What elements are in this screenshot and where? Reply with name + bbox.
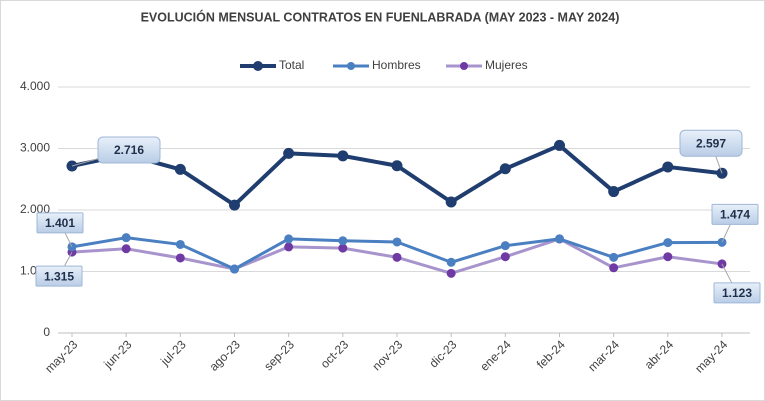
data-label: 1.474 xyxy=(720,208,750,222)
point xyxy=(446,257,456,267)
point xyxy=(662,161,674,173)
y-tick-label: 4.000 xyxy=(20,79,50,93)
callout-box xyxy=(35,265,83,287)
data-label: 1.401 xyxy=(45,216,75,230)
point xyxy=(338,243,348,253)
legend-label: Hombres xyxy=(372,58,421,72)
y-tick-label: 0 xyxy=(43,325,50,339)
data-label: 2.597 xyxy=(696,136,726,150)
data-label: 2.716 xyxy=(114,143,144,157)
point xyxy=(230,264,239,274)
point xyxy=(121,233,131,243)
callout-box xyxy=(97,136,161,164)
data-label: 1.123 xyxy=(722,286,752,300)
point xyxy=(175,253,185,263)
point xyxy=(663,238,673,248)
point xyxy=(337,150,349,162)
point xyxy=(391,160,403,172)
callout-box xyxy=(713,282,761,304)
legend-marker xyxy=(347,62,355,70)
legend-label: Total xyxy=(279,58,304,72)
point xyxy=(174,163,186,175)
callout-box xyxy=(711,203,759,225)
point xyxy=(609,252,619,262)
data-label: 1.315 xyxy=(44,269,74,283)
legend-marker xyxy=(460,62,468,70)
point xyxy=(392,237,402,247)
point xyxy=(445,196,457,208)
point xyxy=(500,252,510,262)
point xyxy=(554,139,565,151)
legend-label: Mujeres xyxy=(485,58,528,72)
y-tick-label: 3.000 xyxy=(20,141,50,155)
point xyxy=(663,252,673,262)
point xyxy=(608,186,620,198)
point xyxy=(392,252,402,262)
point xyxy=(284,234,294,244)
legend-marker xyxy=(253,61,263,71)
callout-box xyxy=(679,129,743,157)
point xyxy=(283,147,295,159)
point xyxy=(446,268,456,278)
point xyxy=(609,263,619,273)
point xyxy=(500,241,510,251)
point xyxy=(338,236,348,246)
chart-title: EVOLUCIÓN MENSUAL CONTRATOS EN FUENLABRA… xyxy=(141,9,620,24)
callout-box xyxy=(36,212,84,234)
point xyxy=(284,242,294,252)
point xyxy=(121,244,131,254)
point xyxy=(499,163,511,175)
point xyxy=(229,199,240,211)
point xyxy=(555,234,564,244)
point xyxy=(175,239,185,249)
